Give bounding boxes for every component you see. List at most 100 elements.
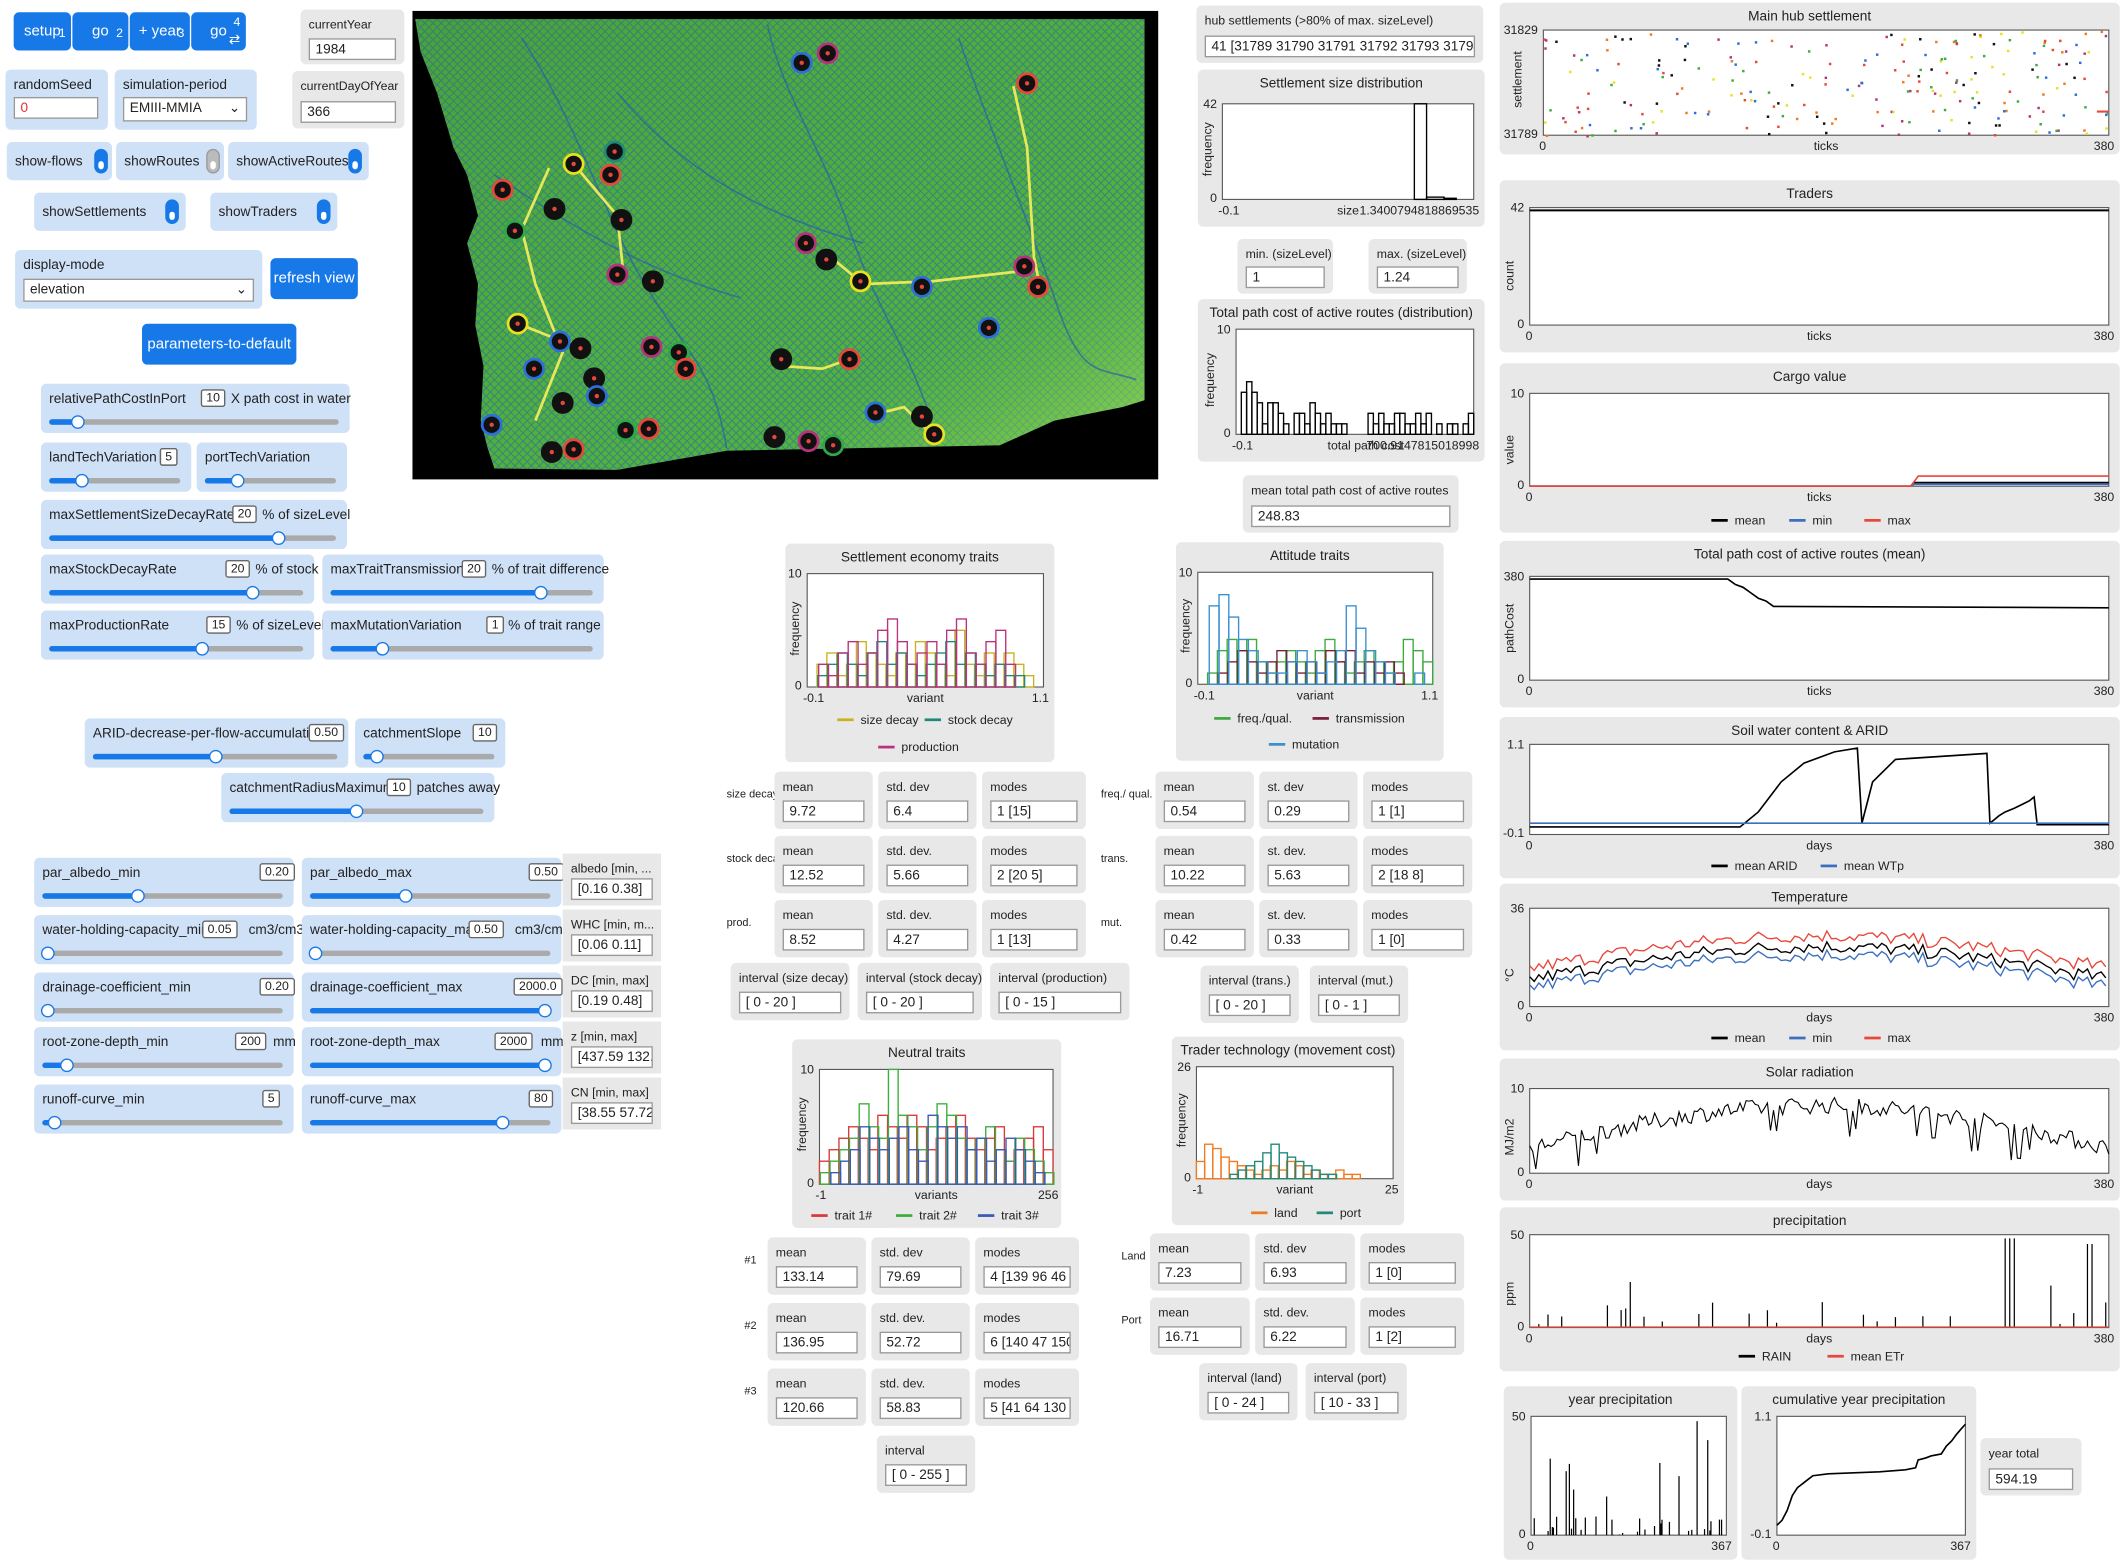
show-routes-toggle[interactable] [206,148,220,174]
slider-value[interactable]: 200 [234,1032,267,1051]
show-flows-toggle[interactable] [94,148,108,174]
slider-track[interactable] [308,946,551,961]
go-button[interactable]: go 2 [72,12,129,51]
refresh-view-button[interactable]: refresh view [270,258,358,300]
slider-track[interactable] [49,641,304,656]
slider-track[interactable] [49,531,336,545]
slider-track[interactable] [49,585,304,600]
slider-landTech[interactable]: landTechVariation5 [40,442,192,492]
slider-knob[interactable] [71,415,85,429]
slider-value[interactable]: 0.50 [308,723,344,742]
slider-knob[interactable] [40,1003,54,1018]
slider-knob[interactable] [230,473,245,488]
random-seed-input[interactable]: 0 [13,96,99,119]
slider-albMin[interactable]: par_albedo_min 0.20 [34,857,295,907]
show-traders-toggle[interactable] [316,199,331,224]
slider-value[interactable]: 10 [386,778,412,797]
slider-value[interactable]: 1 [486,615,505,634]
slider-arid[interactable]: ARID-decrease-per-flow-accumulation 0.50 [84,718,349,768]
simulation-period-select[interactable]: EMIII-MMIA ⌄ [122,96,248,122]
slider-value[interactable]: 10 [472,723,498,742]
slider-value[interactable]: 5 [159,447,178,466]
slider-maxStock[interactable]: maxStockDecayRate 20 % of stock [40,554,318,604]
switch-show-flows[interactable]: show-flows [6,142,112,181]
slider-whcMax[interactable]: water-holding-capacity_max 0.50 cm3/cm3 [301,915,570,965]
slider-track[interactable] [42,1115,283,1130]
go-forever-button[interactable]: go 4 ⇄ [191,12,246,51]
slider-maxTrait[interactable]: maxTraitTransmission... 20% of trait diff… [322,554,609,604]
slider-value[interactable]: 0.05 [202,920,238,939]
slider-knob[interactable] [369,749,384,764]
world-view[interactable] [412,10,1159,480]
slider-track[interactable] [49,415,339,429]
switch-show-active-routes[interactable]: showActiveRoutes [228,142,369,181]
slider-rcMin[interactable]: runoff-curve_min 5 [34,1084,294,1134]
slider-value[interactable]: 20 [225,559,250,578]
slider-track[interactable] [204,473,336,488]
slider-knob[interactable] [194,641,209,656]
slider-portTech[interactable]: portTechVariation 5 [159,442,347,492]
slider-knob[interactable] [376,641,390,656]
slider-value[interactable]: 15 [206,615,231,634]
slider-track[interactable] [40,1003,283,1018]
slider-track[interactable] [330,641,593,656]
slider-knob[interactable] [349,804,364,819]
slider-track[interactable] [310,1058,553,1073]
slider-track[interactable] [42,1058,283,1073]
slider-value[interactable]: 2000.0 [513,977,563,996]
slider-value[interactable]: 0.50 [468,920,504,939]
slider-dcMax[interactable]: drainage-coefficient_max 2000.0 [301,972,563,1022]
slider-rzMin[interactable]: root-zone-depth_min 200 mm [34,1027,296,1077]
slider-knob[interactable] [533,585,548,600]
slider-track[interactable] [42,889,283,903]
slider-maxMut[interactable]: maxMutationVariation 1% of trait range [322,610,604,660]
slider-value[interactable]: 5 [262,1089,281,1108]
slider-whcMin[interactable]: water-holding-capacity_min 0.05 cm3/cm3 [34,915,304,965]
slider-knob[interactable] [245,585,260,600]
slider-value[interactable]: 0.20 [259,863,295,881]
slider-value[interactable]: 0.20 [259,977,295,996]
slider-value[interactable]: 10 [200,389,226,408]
slider-track[interactable] [40,946,283,961]
slider-track[interactable] [92,749,338,764]
slider-maxSettDecay[interactable]: maxSettlementSizeDecayRate 20 % of sizeLev… [40,499,350,550]
slider-dcMin[interactable]: drainage-coefficient_min 0.20 [34,972,295,1022]
slider-value[interactable]: 2000 [494,1032,533,1051]
parameters-to-default-button[interactable]: parameters-to-default [142,323,297,365]
slider-rzMax[interactable]: root-zone-depth_max 2000 mm [301,1027,564,1077]
slider-relPath[interactable]: relativePathCostInPort 10 X path cost in w… [40,383,351,433]
show-settlements-toggle[interactable] [165,199,179,224]
slider-track[interactable] [363,749,495,764]
slider-knob[interactable] [271,531,286,545]
slider-value[interactable]: 0.50 [528,863,564,881]
slider-knob[interactable] [131,889,146,903]
slider-knob[interactable] [495,1115,510,1130]
slider-value[interactable]: 20 [461,559,487,578]
slider-track[interactable] [310,889,551,903]
slider-knob[interactable] [399,889,414,903]
slider-track[interactable] [229,804,484,819]
world-map[interactable] [412,11,1158,479]
slider-value[interactable]: 20 [232,505,257,524]
slider-knob[interactable] [308,946,322,961]
slider-catchR[interactable]: catchmentRadiusMaximum 10 patches away [221,773,500,823]
slider-knob[interactable] [40,946,54,961]
slider-catch[interactable]: catchmentSlope 10 [355,718,506,768]
slider-knob[interactable] [47,1115,62,1130]
setup-button[interactable]: setup 1 [13,12,72,51]
slider-track[interactable] [310,1003,553,1018]
slider-knob[interactable] [75,473,89,488]
slider-knob[interactable] [538,1058,553,1073]
slider-track[interactable] [310,1115,551,1130]
slider-track[interactable] [49,473,181,488]
year-button[interactable]: + year 3 [129,12,190,51]
switch-show-settlements[interactable]: showSettlements [34,192,186,231]
slider-track[interactable] [330,585,593,600]
display-mode-select[interactable]: elevation ⌄ [23,278,255,302]
slider-maxProd[interactable]: maxProductionRate 15 % of sizeLevel [40,610,324,660]
slider-value[interactable]: 80 [528,1089,554,1108]
slider-knob[interactable] [538,1003,553,1018]
slider-knob[interactable] [208,749,222,764]
switch-show-traders[interactable]: showTraders [210,192,338,231]
show-active-routes-toggle[interactable] [348,148,362,174]
